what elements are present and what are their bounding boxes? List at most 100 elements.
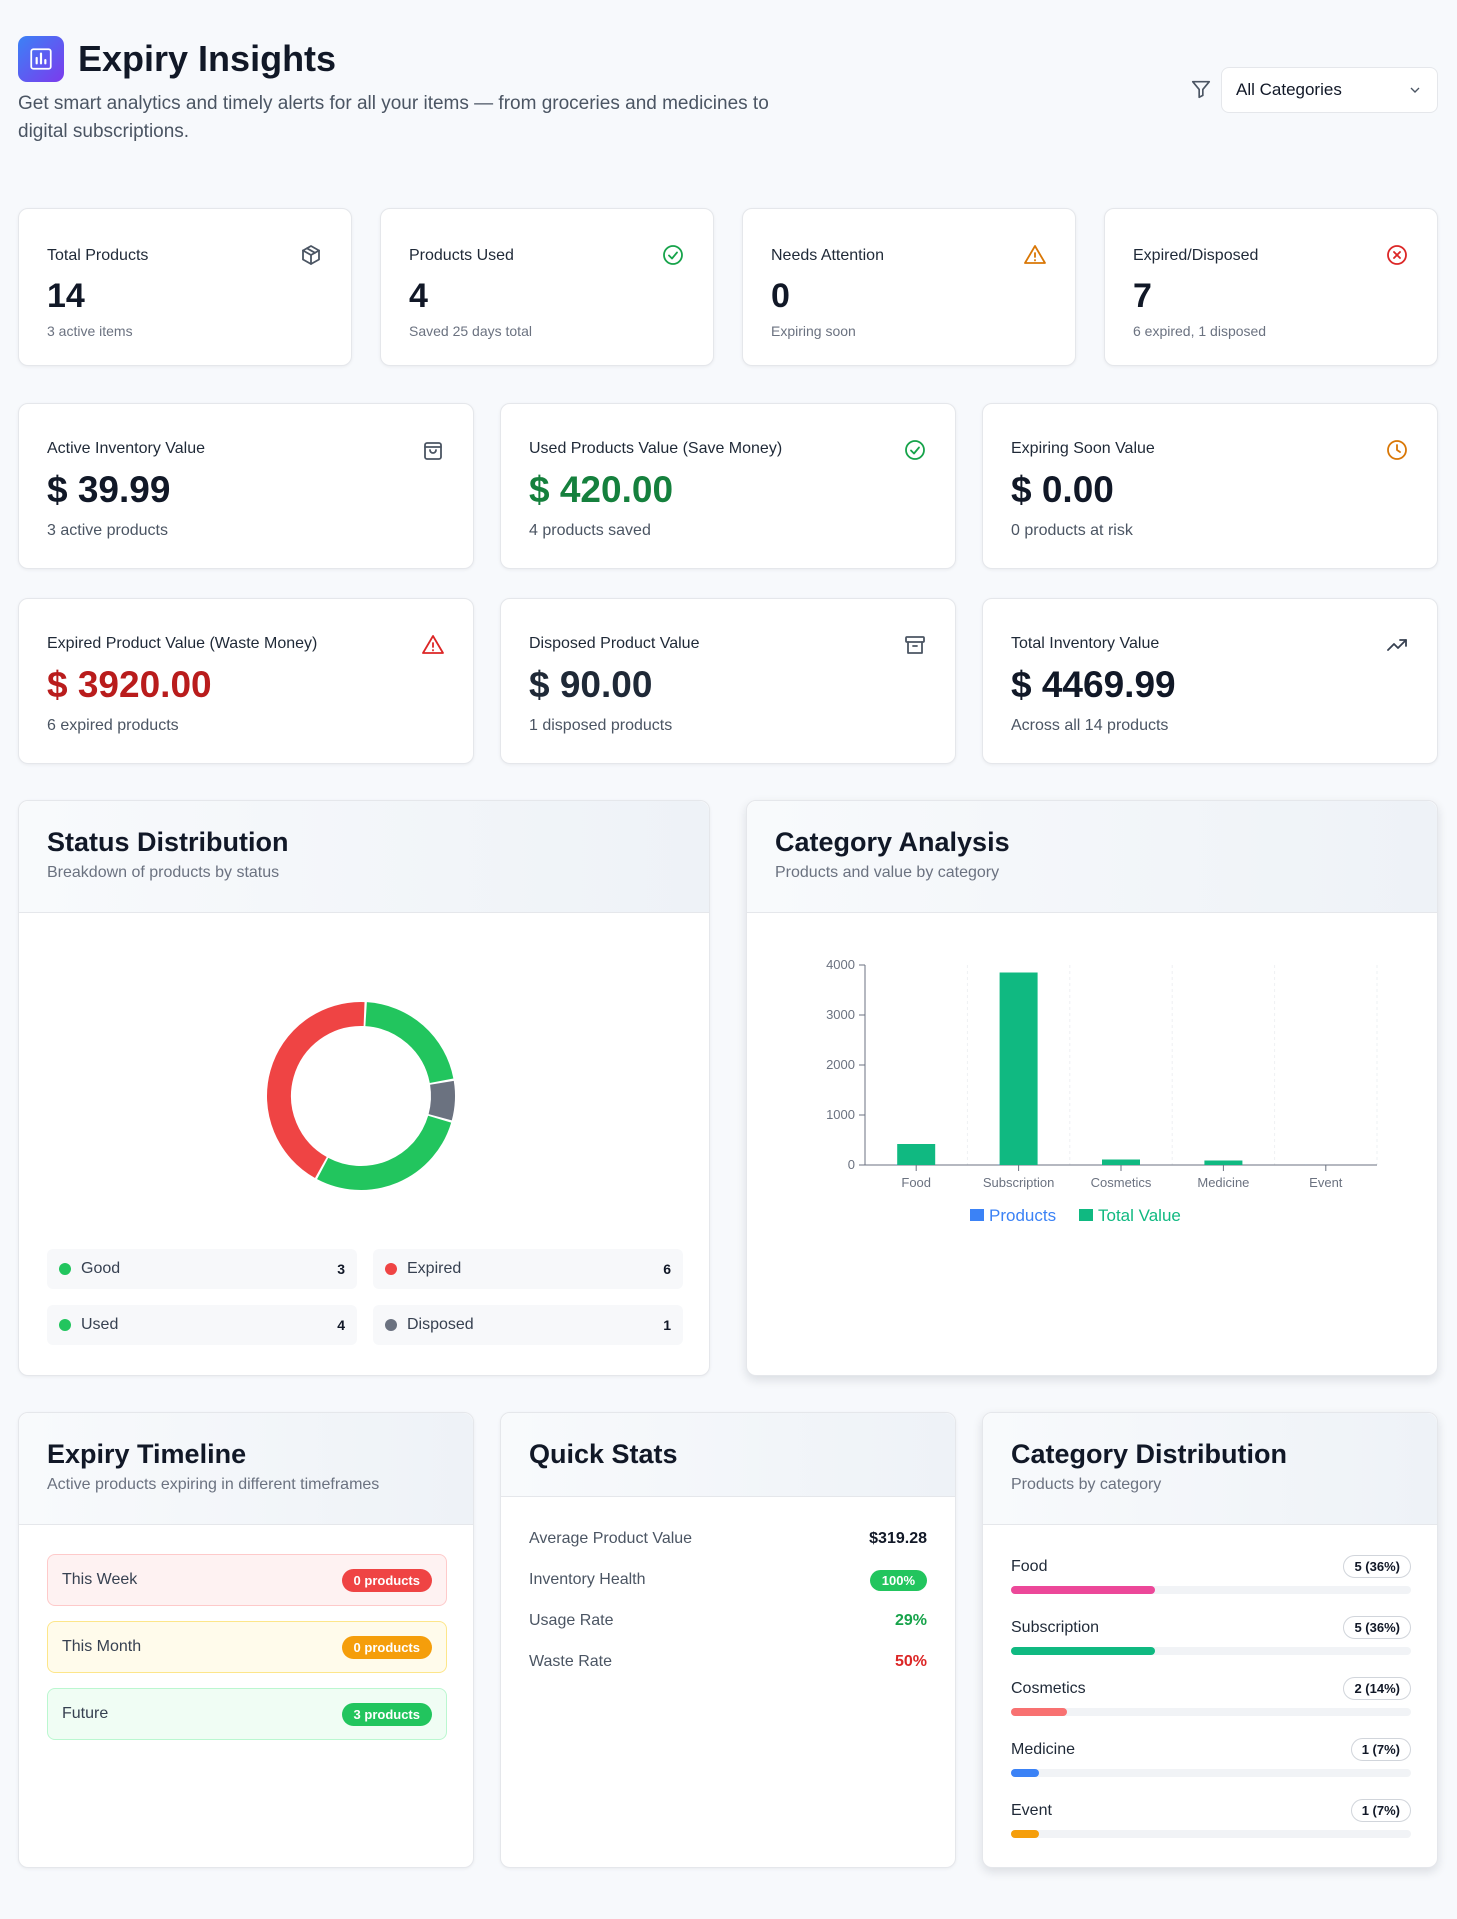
panel-subtitle: Products by category — [1011, 1476, 1162, 1493]
quick-stat-value: 50% — [894, 1653, 927, 1670]
quick-stat-row: Inventory Health 100% — [529, 1566, 927, 1594]
category-distribution-item: Subscription 5 (36%) — [1011, 1616, 1411, 1669]
warning-icon — [1023, 243, 1049, 269]
category-distribution-item: Medicine 1 (7%) — [1011, 1738, 1411, 1791]
status-dot — [385, 1263, 397, 1275]
panel-header: Category Distribution Products by catego… — [983, 1413, 1437, 1525]
stat-label: Needs Attention — [771, 247, 884, 264]
stat-subtext: Saved 25 days total — [409, 323, 532, 339]
value-card: Used Products Value (Save Money) $ 420.0… — [500, 403, 956, 569]
category-count-pill: 1 (7%) — [1350, 1738, 1411, 1761]
page-title: Expiry Insights — [78, 38, 337, 79]
category-progress-track — [1011, 1647, 1411, 1655]
timeline-label: Future — [62, 1705, 109, 1722]
panel-title: Quick Stats — [529, 1439, 678, 1469]
page-header: Expiry Insights Get smart analytics and … — [18, 36, 1438, 156]
quick-stat-value: $319.28 — [869, 1530, 927, 1547]
bar-total-value-subscription — [999, 972, 1038, 1165]
legend-label-total-value: Total Value — [1098, 1206, 1181, 1225]
donut-slice-used[interactable] — [317, 1115, 452, 1190]
bar-total-value-food — [897, 1144, 936, 1165]
clock-icon — [1385, 438, 1411, 464]
category-name: Subscription — [1011, 1619, 1100, 1636]
x-tick-label: Food — [901, 1175, 931, 1190]
value-subtext: 4 products saved — [529, 522, 651, 539]
quick-stats-panel: Quick Stats Average Product Value $319.2… — [500, 1412, 956, 1868]
category-progress-fill — [1011, 1830, 1039, 1838]
value-label: Active Inventory Value — [47, 440, 206, 457]
value-label: Expiring Soon Value — [1011, 440, 1155, 457]
category-count-pill: 5 (36%) — [1343, 1555, 1411, 1578]
value-amount: $ 90.00 — [529, 664, 653, 705]
x-tick-label: Cosmetics — [1091, 1175, 1152, 1190]
status-donut-chart — [267, 1002, 455, 1190]
panel-header: Quick Stats — [501, 1413, 955, 1497]
status-count: 3 — [337, 1261, 345, 1277]
value-label: Used Products Value (Save Money) — [529, 440, 783, 457]
stat-subtext: 6 expired, 1 disposed — [1133, 323, 1267, 339]
status-count: 6 — [663, 1261, 671, 1277]
stat-subtext: 3 active items — [47, 323, 133, 339]
status-legend-item: Good 3 — [47, 1249, 357, 1289]
category-name: Cosmetics — [1011, 1680, 1086, 1697]
timeline-label: This Month — [62, 1638, 142, 1655]
y-tick-label: 1000 — [826, 1107, 855, 1122]
quick-stat-label: Average Product Value — [529, 1530, 693, 1547]
status-legend-item: Used 4 — [47, 1305, 357, 1345]
stat-card: Expired/Disposed 7 6 expired, 1 disposed — [1104, 208, 1438, 366]
legend-swatch-products — [970, 1209, 984, 1221]
value-label: Expired Product Value (Waste Money) — [47, 635, 318, 652]
value-subtext: 0 products at risk — [1011, 522, 1133, 539]
value-amount: $ 4469.99 — [1011, 664, 1176, 705]
archive-icon — [903, 633, 929, 659]
panel-title: Category Analysis — [775, 827, 1010, 857]
value-card: Active Inventory Value $ 39.99 3 active … — [18, 403, 474, 569]
value-subtext: 3 active products — [47, 522, 168, 539]
value-card: Total Inventory Value $ 4469.99 Across a… — [982, 598, 1438, 764]
panel-header: Category Analysis Products and value by … — [747, 801, 1437, 913]
donut-slice-disposed[interactable] — [428, 1080, 455, 1121]
category-progress-track — [1011, 1830, 1411, 1838]
status-label: Used — [81, 1316, 119, 1333]
panel-subtitle: Active products expiring in different ti… — [47, 1476, 380, 1493]
legend-swatch-total-value — [1079, 1209, 1093, 1221]
donut-slice-good[interactable] — [364, 1002, 454, 1084]
value-label: Total Inventory Value — [1011, 635, 1160, 652]
timeline-row: This Week 0 products — [47, 1554, 447, 1606]
panel-subtitle: Products and value by category — [775, 864, 1000, 881]
timeline-badge: 3 products — [341, 1702, 432, 1726]
value-card: Disposed Product Value $ 90.00 1 dispose… — [500, 598, 956, 764]
stat-value: 7 — [1133, 277, 1152, 315]
category-name: Food — [1011, 1558, 1048, 1575]
category-progress-track — [1011, 1708, 1411, 1716]
quick-stat-label: Inventory Health — [529, 1571, 646, 1588]
check-circle-icon — [661, 243, 687, 269]
panel-header: Expiry Timeline Active products expiring… — [19, 1413, 473, 1525]
status-label: Disposed — [407, 1316, 474, 1333]
donut-slice-expired[interactable] — [267, 1002, 365, 1178]
panel-title: Category Distribution — [1011, 1439, 1288, 1469]
bar-total-value-cosmetics — [1102, 1159, 1140, 1165]
quick-stat-label: Waste Rate — [529, 1653, 612, 1670]
category-name: Medicine — [1011, 1741, 1076, 1758]
timeline-label: This Week — [62, 1571, 138, 1588]
chevron-down-icon — [1410, 87, 1420, 93]
trending-up-icon — [1385, 633, 1411, 659]
category-filter-select[interactable]: All Categories — [1221, 67, 1438, 113]
value-amount: $ 0.00 — [1011, 469, 1114, 510]
value-amount: $ 420.00 — [529, 469, 674, 510]
status-count: 1 — [663, 1317, 671, 1333]
category-name: Event — [1011, 1802, 1052, 1819]
category-bar-chart: 0 1000 2000 3000 4000 Food Subscription Cosmeti… — [826, 957, 1378, 1225]
y-tick-label: 4000 — [826, 957, 855, 972]
expiry-timeline-panel: Expiry Timeline Active products expiring… — [18, 1412, 474, 1868]
quick-stat-row: Average Product Value $319.28 — [529, 1525, 927, 1553]
status-distribution-panel: Status Distribution Breakdown of product… — [18, 800, 710, 1376]
category-distribution-panel: Category Distribution Products by catego… — [982, 1412, 1438, 1868]
bar-total-value-medicine — [1204, 1160, 1243, 1165]
quick-stat-value: 100% — [869, 1569, 927, 1591]
page-subtitle: Get smart analytics and timely alerts fo… — [18, 93, 769, 142]
chart-logo-icon — [18, 36, 64, 82]
status-label: Expired — [407, 1260, 462, 1277]
category-progress-fill — [1011, 1708, 1067, 1716]
